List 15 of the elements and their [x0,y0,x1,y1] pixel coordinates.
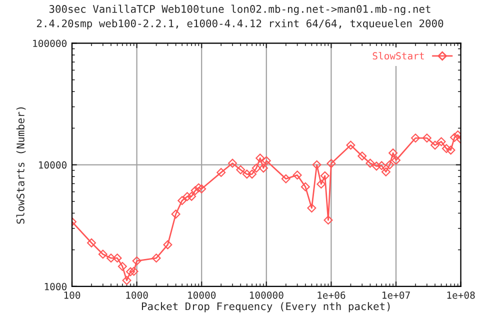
chart-subtitle: 2.4.20smp web100-2.2.1, e1000-4.4.12 rxint 64/64, txqueuelen 2000 [36,19,444,30]
x-tick-label: 1000 [126,291,148,299]
y-axis-title: SlowStarts (Number) [16,107,26,224]
x-tick-label: 100 [64,291,80,299]
legend-label: SlowStart [372,52,424,60]
chart-title: 300sec VanillaTCP Web100tune lon02.mb-ng.net->man01.mb-ng.net [49,4,430,16]
x-tick-label: 100000 [250,291,284,299]
x-tick-label: 1e+08 [447,291,475,299]
y-tick-label: 100000 [33,40,67,48]
y-tick-label: 10000 [39,161,67,169]
x-tick-label: 10000 [188,291,216,299]
x-tick-label: 1e+06 [318,291,346,299]
x-axis-title: Packet Drop Frequency (Every nth packet) [142,302,390,312]
x-tick-label: 1e+07 [382,291,410,299]
y-tick-label: 1000 [44,282,67,290]
